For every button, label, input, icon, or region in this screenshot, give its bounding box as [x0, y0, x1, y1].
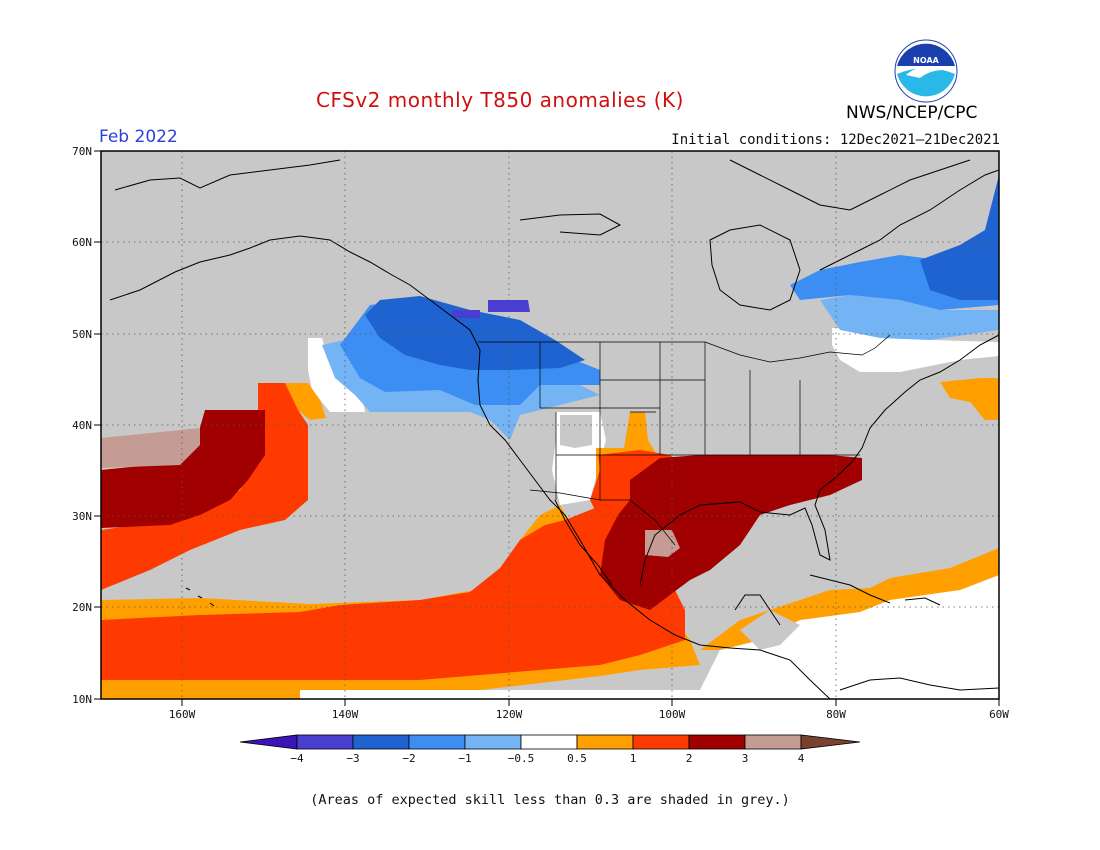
colorbar-swatch — [352, 734, 410, 750]
neutral-region-newfoundland — [832, 328, 999, 372]
lon-labels: 160W 140W 120W 100W 80W 60W — [169, 708, 1010, 721]
warm2-central-pacific — [101, 383, 308, 590]
graticule — [101, 151, 999, 699]
coast-hispaniola — [904, 597, 941, 606]
skill-footnote: (Areas of expected skill less than 0.3 a… — [310, 792, 790, 808]
lon-label-80w: 80W — [826, 708, 846, 721]
coast-arctic-2 — [519, 213, 622, 236]
grey-patch-caribbean — [740, 610, 800, 650]
coast-greenland — [729, 159, 971, 211]
cold1-labrador — [820, 295, 999, 340]
lat-label-70n: 70N — [72, 145, 92, 158]
cold4-bc-inland — [452, 310, 480, 318]
warm3-central-pacific — [101, 410, 265, 528]
colorbar-swatch — [576, 734, 634, 750]
map-title: CFSv2 monthly T850 anomalies (K) — [0, 88, 1100, 112]
cold3-hudson-labrador — [920, 175, 999, 300]
coast-hawaii — [185, 587, 215, 607]
colorbar-label: −3 — [346, 752, 359, 765]
coast-cuba — [809, 574, 891, 604]
coast-hudson-bay — [709, 224, 801, 311]
colorbar-label: 2 — [686, 752, 693, 765]
colorbar-arrow-high — [800, 734, 861, 750]
map-title-text: CFSv2 monthly T850 anomalies (K) — [316, 88, 684, 112]
lon-label-160w: 160W — [169, 708, 196, 721]
us-mexico-border — [529, 489, 676, 546]
colorbar-swatch — [632, 734, 690, 750]
coast-baja — [554, 499, 613, 586]
lat-label-50n: 50N — [72, 328, 92, 341]
lon-label-100w: 100W — [659, 708, 686, 721]
warm3-southern-us-mexico — [600, 455, 862, 610]
lat-labels: 70N 60N 50N 40N 30N 20N 10N — [72, 145, 92, 706]
colorbar-label: 1 — [630, 752, 637, 765]
coast-labrador — [819, 169, 999, 271]
lat-label-40n: 40N — [72, 419, 92, 432]
colorbar-label: 0.5 — [567, 752, 587, 765]
lat-label-20n: 20N — [72, 601, 92, 614]
cold3-pacific-northwest — [365, 296, 585, 370]
state-lines — [539, 342, 860, 500]
colorbar-label: 3 — [742, 752, 749, 765]
colorbar: −4 −3 −2 −1 −0.5 0.5 1 2 3 4 — [239, 734, 861, 765]
noaa-logo-icon: NOAA — [894, 39, 958, 103]
forecast-month: Feb 2022 — [99, 127, 178, 147]
warm1-ne-pacific — [285, 383, 326, 420]
warm4-central-pacific — [101, 428, 200, 468]
warm2-tropical-pacific — [101, 500, 685, 680]
colorbar-swatch — [464, 734, 522, 750]
colorbar-swatch — [520, 734, 578, 750]
colorbar-label: −2 — [402, 752, 415, 765]
logo-gull — [906, 66, 944, 78]
political-boundaries — [478, 334, 891, 546]
lon-label-120w: 120W — [496, 708, 523, 721]
colorbar-swatch — [408, 734, 466, 750]
coast-gulf — [639, 334, 999, 586]
lat-label-30n: 30N — [72, 510, 92, 523]
colorbar-label: −1 — [458, 752, 471, 765]
warm4-mexico — [645, 530, 680, 557]
coastlines — [109, 159, 999, 699]
colorbar-swatch — [688, 734, 746, 750]
warm1-atlantic-canada — [940, 378, 999, 420]
coast-arctic-1 — [114, 159, 341, 191]
agency-label: NWS/NCEP/CPC — [846, 103, 978, 123]
neutral-region-tropics — [300, 575, 999, 699]
colorbar-label: −4 — [290, 752, 304, 765]
logo-upper-half — [897, 43, 955, 66]
colorbar-swatch — [744, 734, 802, 750]
coast-south-america — [839, 677, 999, 691]
colorbar-label: 4 — [798, 752, 805, 765]
initial-conditions: Initial conditions: 12Dec2021–21Dec2021 — [671, 132, 1000, 148]
colorbar-swatch — [296, 734, 354, 750]
coast-yucatan — [734, 594, 781, 626]
grey-patch-nevada — [560, 415, 592, 448]
lat-label-60n: 60N — [72, 236, 92, 249]
colorbar-label: −0.5 — [508, 752, 535, 765]
axis-ticks — [94, 150, 1000, 706]
coast-alaska — [109, 235, 831, 699]
us-canada-border — [478, 334, 891, 363]
lat-label-10n: 10N — [72, 693, 92, 706]
logo-text: NOAA — [913, 56, 939, 65]
anomaly-field — [101, 151, 999, 699]
colorbar-arrow-low — [239, 734, 298, 750]
lon-label-140w: 140W — [332, 708, 359, 721]
lon-label-60w: 60W — [989, 708, 1009, 721]
